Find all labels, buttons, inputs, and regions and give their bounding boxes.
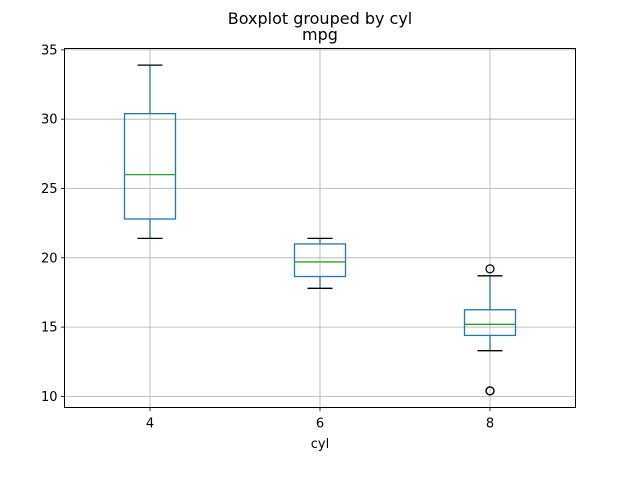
y-tick-label: 25 <box>41 182 58 197</box>
x-tick-label: 8 <box>486 417 494 432</box>
box-series <box>123 64 517 396</box>
axes: 10 15 20 25 30 35 4 6 8 <box>41 43 494 431</box>
box-group-cyl-6 <box>293 237 347 289</box>
outlier-point <box>485 264 495 274</box>
y-tick-label: 15 <box>41 321 58 336</box>
outlier-point <box>485 386 495 396</box>
y-tick-label: 35 <box>41 43 58 58</box>
y-tick-label: 10 <box>41 390 58 405</box>
box-iqr <box>293 243 347 278</box>
x-tick-label: 4 <box>146 417 154 432</box>
x-tick-label: 6 <box>316 417 324 432</box>
box-iqr <box>123 112 177 220</box>
y-tick-label: 20 <box>41 251 58 266</box>
x-axis-label: cyl <box>311 437 329 452</box>
box-group-cyl-8 <box>463 264 517 396</box>
chart-suptitle: Boxplot grouped by cyl <box>228 9 412 28</box>
chart-title: mpg <box>302 25 338 44</box>
box-iqr <box>463 309 517 337</box>
y-tick-label: 30 <box>41 113 58 128</box>
box-group-cyl-4 <box>123 64 177 240</box>
